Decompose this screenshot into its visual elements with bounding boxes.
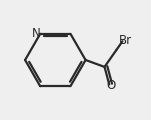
Text: Br: Br bbox=[119, 34, 132, 47]
Text: N: N bbox=[32, 27, 40, 40]
Text: O: O bbox=[107, 79, 116, 92]
